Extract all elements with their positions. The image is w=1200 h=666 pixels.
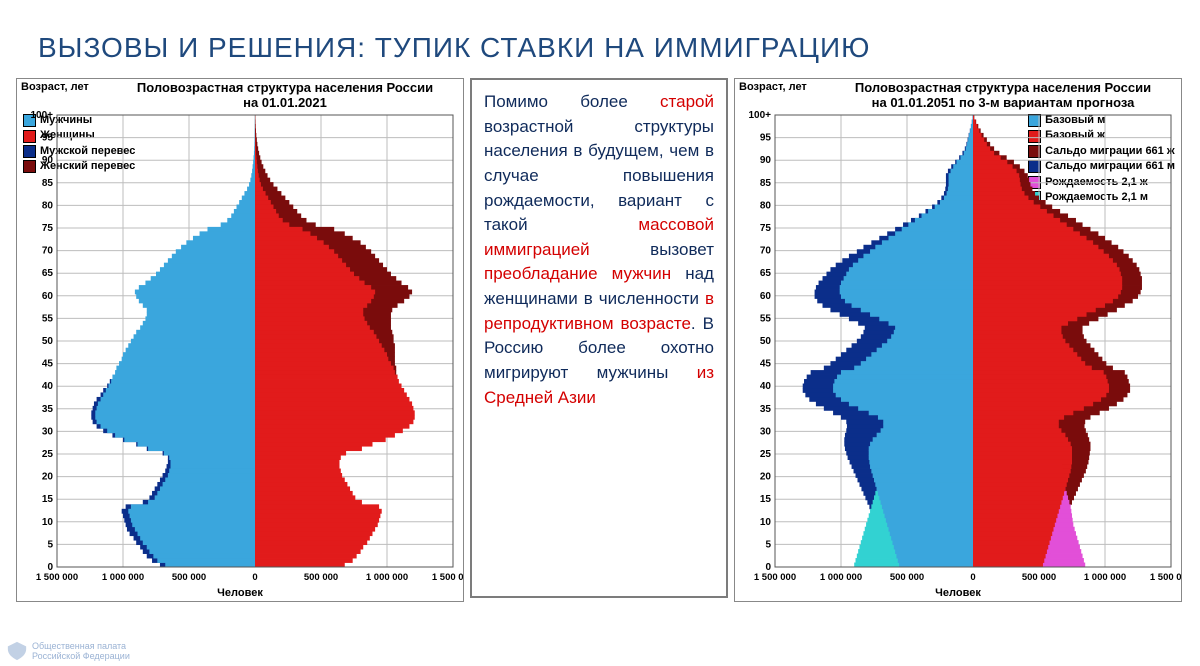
- center-explainer-text: Помимо более старой возрастной структуры…: [470, 78, 728, 598]
- svg-text:85: 85: [760, 178, 772, 189]
- svg-text:80: 80: [760, 200, 772, 211]
- svg-text:65: 65: [42, 268, 54, 279]
- svg-text:5: 5: [765, 539, 771, 550]
- footer-logo: Общественная палата Российской Федерации: [6, 640, 130, 662]
- svg-text:90: 90: [760, 155, 772, 166]
- svg-text:500 000: 500 000: [890, 572, 924, 583]
- svg-text:40: 40: [42, 381, 54, 392]
- svg-text:10: 10: [42, 517, 54, 528]
- svg-text:60: 60: [42, 291, 54, 302]
- svg-text:20: 20: [760, 472, 772, 483]
- svg-text:1 500 000: 1 500 000: [36, 572, 78, 583]
- svg-text:70: 70: [760, 246, 772, 257]
- svg-text:10: 10: [760, 517, 772, 528]
- svg-text:60: 60: [760, 291, 772, 302]
- svg-text:20: 20: [42, 472, 54, 483]
- svg-text:65: 65: [760, 268, 772, 279]
- svg-text:35: 35: [760, 404, 772, 415]
- svg-text:100+: 100+: [748, 110, 771, 121]
- chart-right-2051: Возраст, лет Половозрастная структура на…: [734, 78, 1182, 602]
- svg-text:1 500 000: 1 500 000: [1150, 572, 1181, 583]
- svg-text:1 000 000: 1 000 000: [102, 572, 144, 583]
- svg-text:75: 75: [760, 223, 772, 234]
- svg-text:80: 80: [42, 200, 54, 211]
- svg-text:1 500 000: 1 500 000: [754, 572, 796, 583]
- page-title: ВЫЗОВЫ И РЕШЕНИЯ: ТУПИК СТАВКИ НА ИММИГР…: [38, 32, 1184, 64]
- svg-text:75: 75: [42, 223, 54, 234]
- svg-text:25: 25: [42, 449, 54, 460]
- svg-text:1 000 000: 1 000 000: [820, 572, 862, 583]
- svg-text:95: 95: [760, 133, 772, 144]
- svg-text:45: 45: [42, 359, 54, 370]
- svg-text:55: 55: [760, 313, 772, 324]
- svg-text:30: 30: [760, 426, 772, 437]
- svg-text:70: 70: [42, 246, 54, 257]
- svg-text:500 000: 500 000: [304, 572, 338, 583]
- svg-text:0: 0: [252, 572, 257, 583]
- svg-text:50: 50: [42, 336, 54, 347]
- svg-text:90: 90: [42, 155, 54, 166]
- svg-text:500 000: 500 000: [1022, 572, 1056, 583]
- svg-text:5: 5: [47, 539, 53, 550]
- svg-text:15: 15: [760, 494, 772, 505]
- chart-left-2021: Возраст, лет Половозрастная структура на…: [16, 78, 464, 602]
- svg-text:85: 85: [42, 178, 54, 189]
- svg-text:1 000 000: 1 000 000: [1084, 572, 1126, 583]
- svg-text:1 000 000: 1 000 000: [366, 572, 408, 583]
- svg-text:95: 95: [42, 133, 54, 144]
- svg-text:15: 15: [42, 494, 54, 505]
- svg-text:0: 0: [970, 572, 975, 583]
- svg-text:500 000: 500 000: [172, 572, 206, 583]
- svg-text:40: 40: [760, 381, 772, 392]
- svg-text:25: 25: [760, 449, 772, 460]
- svg-text:35: 35: [42, 404, 54, 415]
- svg-text:45: 45: [760, 359, 772, 370]
- svg-text:1 500 000: 1 500 000: [432, 572, 463, 583]
- svg-text:55: 55: [42, 313, 54, 324]
- svg-text:50: 50: [760, 336, 772, 347]
- svg-text:30: 30: [42, 426, 54, 437]
- svg-text:100+: 100+: [30, 110, 53, 121]
